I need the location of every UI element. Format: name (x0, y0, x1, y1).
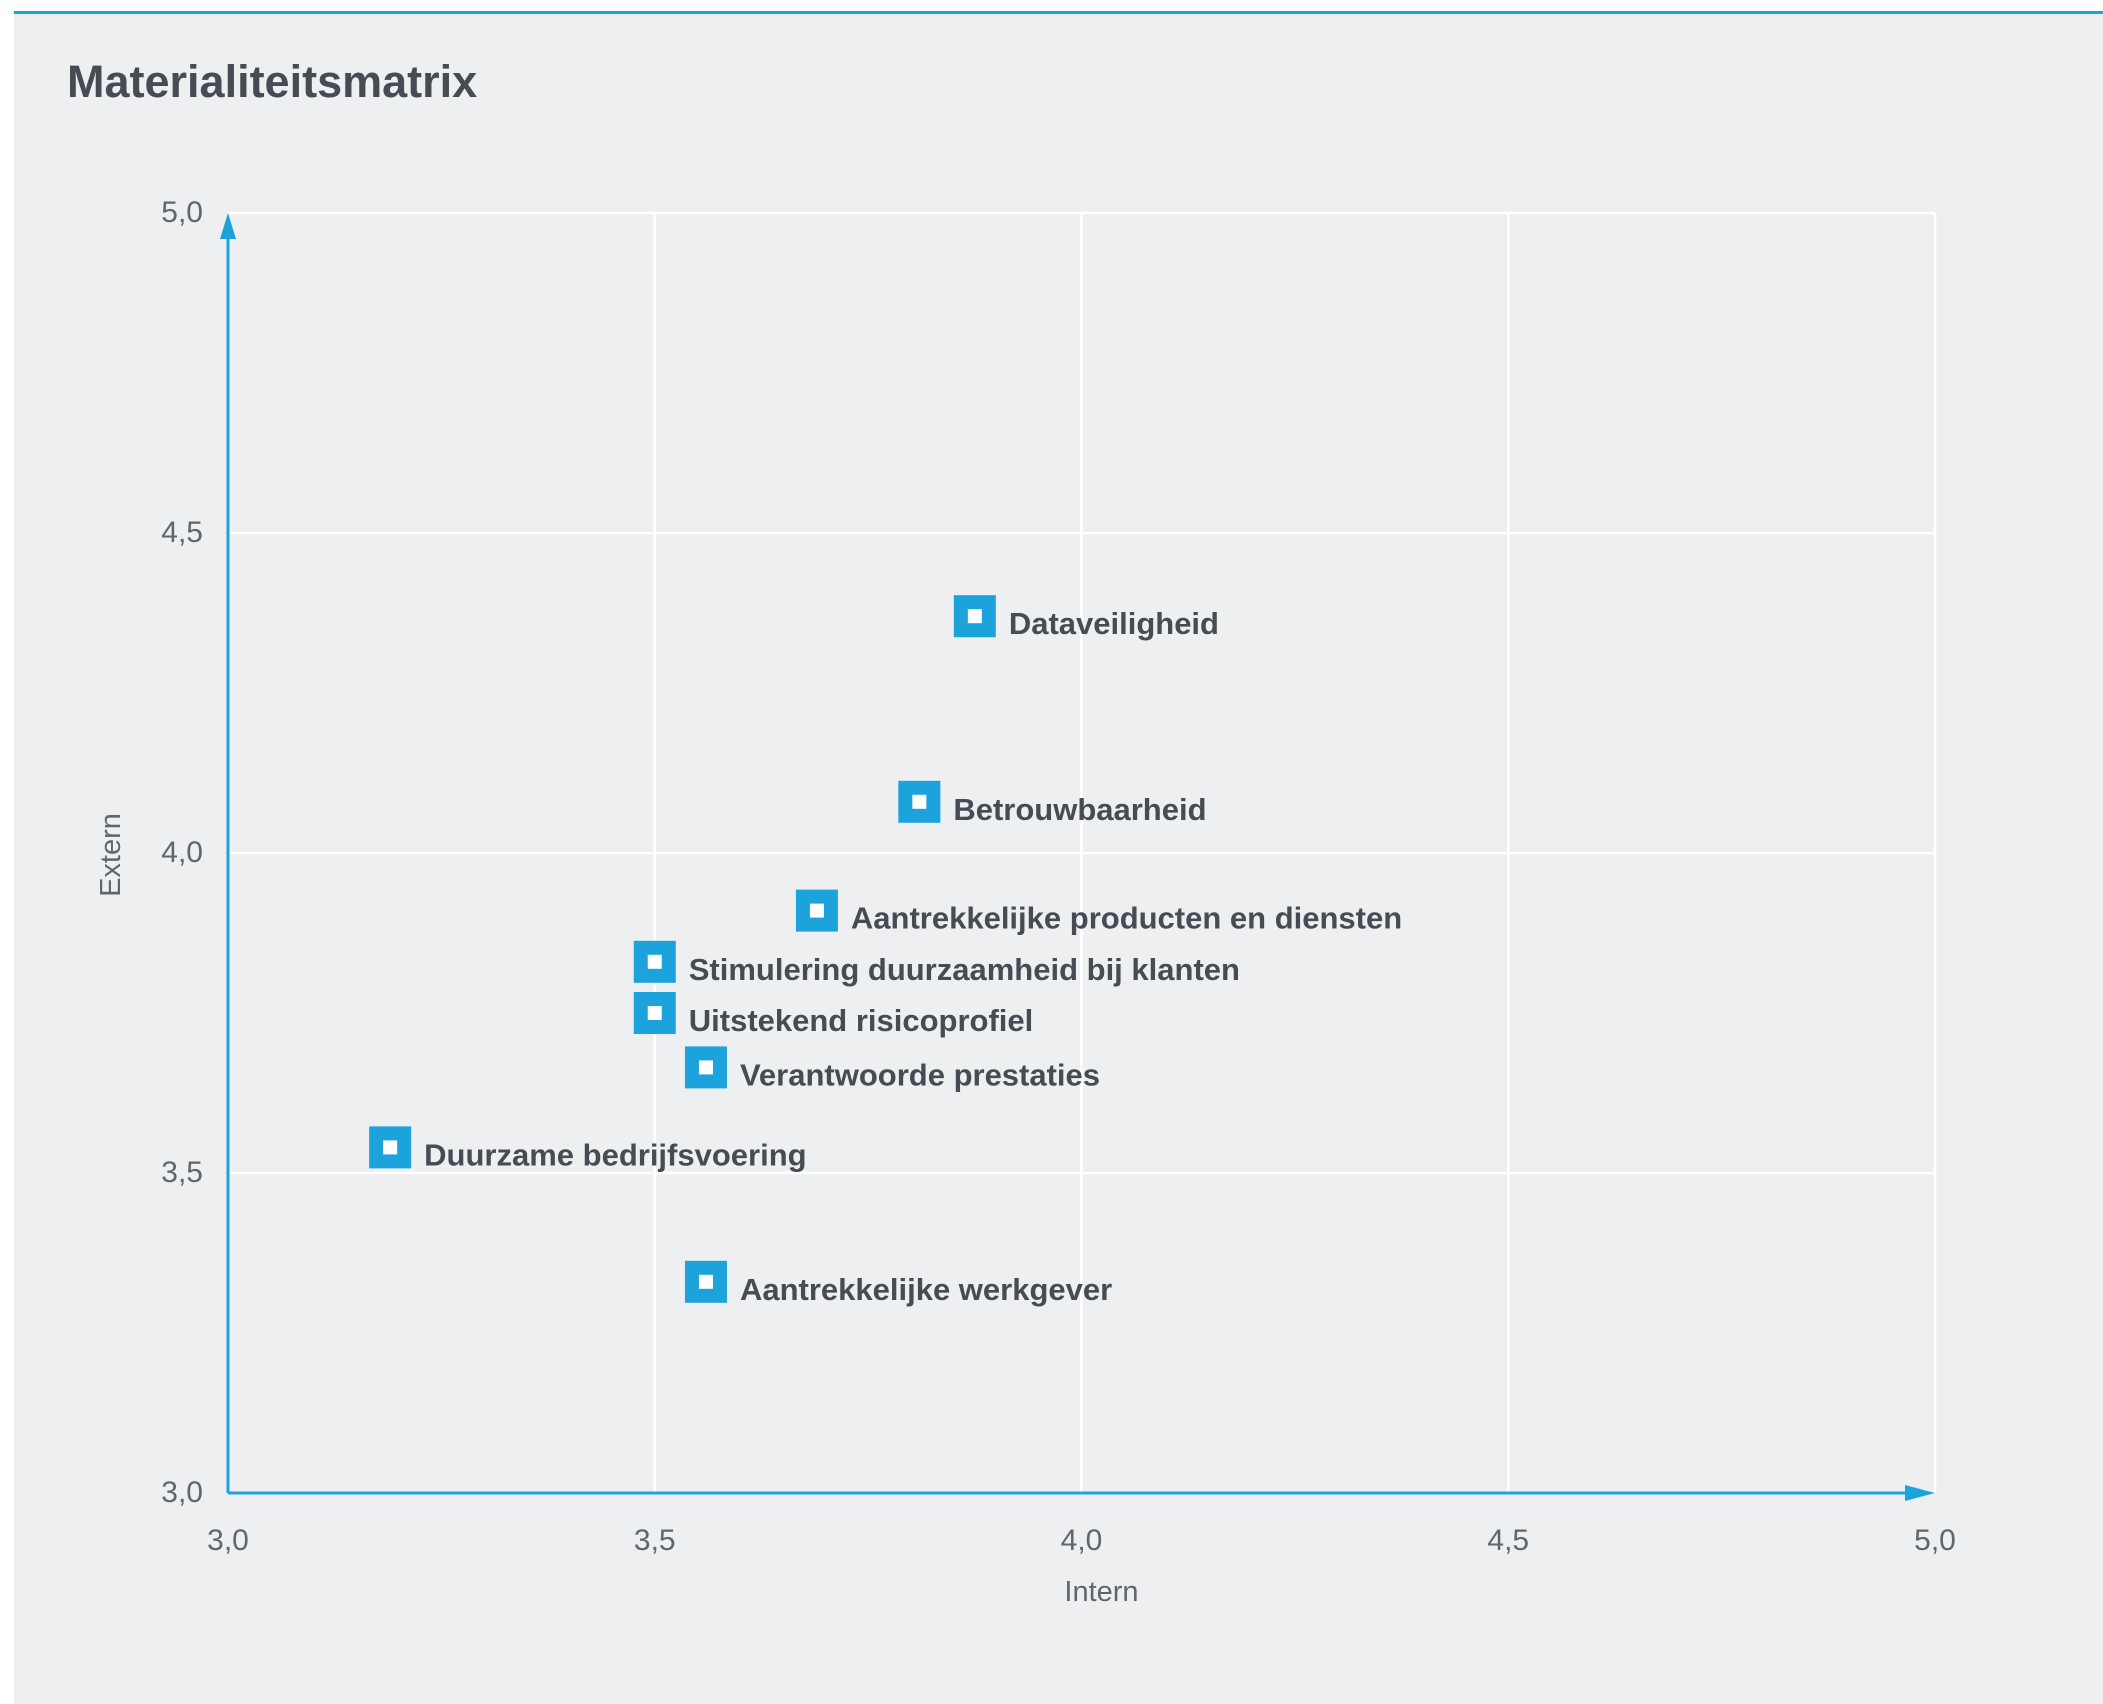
y-tick-label: 3,5 (161, 1156, 203, 1189)
point-marker-inner (647, 954, 662, 969)
point-marker-inner (383, 1140, 398, 1155)
point-label: Stimulering duurzaamheid bij klanten (689, 952, 1240, 987)
y-tick-label: 4,5 (161, 516, 203, 549)
data-point: Aantrekkelijke producten en diensten (795, 889, 1402, 936)
point-marker-inner (809, 903, 824, 918)
point-label: Aantrekkelijke werkgever (740, 1272, 1112, 1307)
point-marker-inner (698, 1060, 713, 1075)
data-points: Dataveiligheid Betrouwbaarheid Aantrekkeli… (369, 595, 1402, 1307)
point-label: Duurzame bedrijfsvoering (424, 1137, 806, 1172)
x-axis-label: Intern (1064, 1576, 1138, 1608)
point-label: Aantrekkelijke producten en diensten (851, 901, 1402, 936)
data-point: Uitstekend risicoprofiel (633, 992, 1034, 1038)
data-point: Duurzame bedrijfsvoering (369, 1126, 807, 1172)
y-tick-label: 4,0 (161, 836, 203, 869)
x-axis-arrow (1905, 1485, 1935, 1501)
axes (220, 213, 1935, 1501)
point-marker-inner (698, 1274, 713, 1289)
data-point: Stimulering duurzaamheid bij klanten (633, 940, 1240, 987)
y-tick-label: 3,0 (161, 1476, 203, 1509)
y-axis-label: Extern (95, 813, 127, 897)
y-tick-label: 5,0 (161, 196, 203, 229)
data-point: Verantwoorde prestaties (684, 1046, 1100, 1092)
point-marker-inner (967, 609, 982, 624)
point-label: Betrouwbaarheid (953, 792, 1206, 827)
grid-lines (228, 211, 1937, 1493)
data-point: Aantrekkelijke werkgever (684, 1260, 1112, 1307)
point-label: Verantwoorde prestaties (740, 1057, 1100, 1092)
x-tick-label: 4,5 (1487, 1524, 1529, 1557)
x-tick-label: 3,0 (207, 1524, 249, 1557)
point-label: Dataveiligheid (1009, 606, 1219, 641)
chart-title: Materialiteitsmatrix (67, 56, 478, 107)
chart-panel (14, 11, 2103, 1704)
point-label: Uitstekend risicoprofiel (689, 1003, 1034, 1038)
x-tick-label: 5,0 (1914, 1524, 1956, 1557)
x-tick-label: 4,0 (1061, 1524, 1103, 1557)
point-marker-inner (647, 1006, 662, 1020)
x-tick-label: 3,5 (634, 1524, 676, 1557)
data-point: Betrouwbaarheid (898, 780, 1207, 827)
y-axis-arrow (220, 213, 236, 239)
point-marker-inner (912, 794, 927, 809)
data-point: Dataveiligheid (953, 595, 1219, 641)
tick-labels: 3,0 3,5 4,0 4,5 5,0 3,0 3,5 4,0 4,5 5,0 (161, 196, 1956, 1557)
